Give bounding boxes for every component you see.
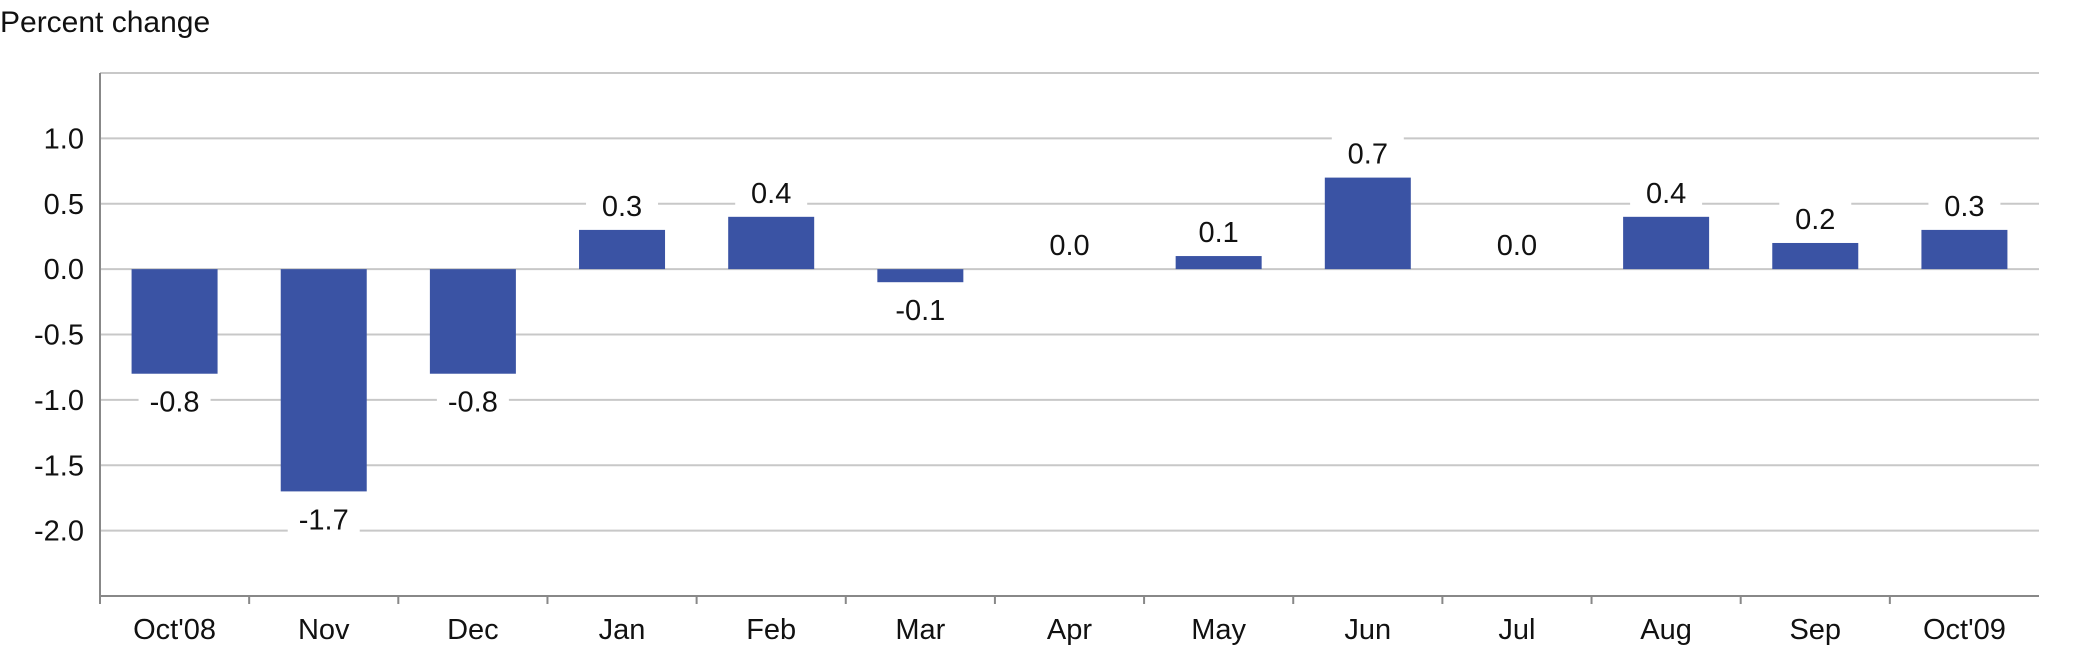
data-label: 0.4 (1646, 178, 1686, 210)
y-tick-label: 0.5 (44, 189, 84, 221)
bar (579, 229, 666, 270)
y-tick-label: 0.0 (44, 254, 84, 286)
x-tick-label: Sep (1789, 614, 1841, 646)
bar (1772, 242, 1859, 270)
y-tick-label: -0.5 (34, 320, 84, 352)
bar (728, 216, 815, 270)
x-tick-label: Aug (1640, 614, 1692, 646)
data-label: 0.0 (1049, 230, 1089, 262)
y-tick-label: -1.0 (34, 385, 84, 417)
x-tick-label: Jul (1498, 614, 1535, 646)
y-axis-label: Percent change (0, 6, 211, 39)
y-tick-label: 1.0 (44, 123, 84, 155)
x-tick-label: Feb (746, 614, 796, 646)
data-label: -0.8 (448, 387, 498, 419)
x-tick-label: May (1191, 614, 1246, 646)
bar (429, 269, 516, 374)
data-label: 0.1 (1198, 217, 1238, 249)
bar (131, 269, 218, 374)
data-label-background (1928, 187, 2001, 224)
data-label-background (1331, 135, 1404, 172)
data-label: 0.3 (602, 191, 642, 223)
x-tick-label: Oct'08 (133, 614, 216, 646)
data-label: 0.2 (1795, 204, 1835, 236)
data-label-background (586, 187, 659, 224)
data-label-background (1182, 214, 1255, 251)
data-label-background (884, 292, 957, 329)
x-tick-label: Jan (599, 614, 646, 646)
data-label-background (735, 174, 808, 211)
data-label-background (1630, 174, 1703, 211)
data-label-background (1480, 227, 1553, 264)
bar (1324, 177, 1411, 270)
data-label-background (138, 383, 211, 420)
x-tick-label: Mar (895, 614, 945, 646)
data-label: 0.0 (1497, 230, 1537, 262)
data-label: 0.4 (751, 178, 791, 210)
x-tick-label: Nov (298, 614, 350, 646)
bar (1921, 229, 2008, 270)
x-tick-label: Apr (1047, 614, 1092, 646)
x-tick-label: Dec (447, 614, 499, 646)
bar (1623, 216, 1710, 270)
x-tick-label: Oct'09 (1923, 614, 2006, 646)
data-label: 0.3 (1944, 191, 1984, 223)
bar (1175, 256, 1262, 270)
bar (877, 269, 964, 283)
data-label: -1.7 (299, 504, 349, 536)
y-tick-label: -2.0 (34, 516, 84, 548)
data-label-background (1033, 227, 1106, 264)
bar (280, 269, 367, 492)
data-label-background (436, 383, 509, 420)
data-label-background (1779, 200, 1852, 237)
y-tick-label: -1.5 (34, 450, 84, 482)
x-tick-label: Jun (1344, 614, 1391, 646)
data-label-background (287, 501, 360, 538)
data-label: -0.8 (150, 387, 200, 419)
data-label: -0.1 (895, 295, 945, 327)
data-label: 0.7 (1348, 139, 1388, 171)
